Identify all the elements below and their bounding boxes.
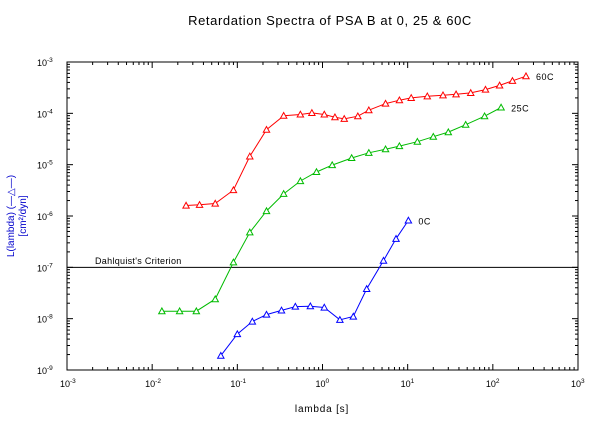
data-point-60c — [320, 110, 329, 118]
data-point-25c — [279, 189, 288, 197]
x-axis-tick-labels: 10-3 10-2 10-1 100 101 102 103 — [60, 378, 585, 389]
data-point-25c — [245, 228, 254, 236]
y-tick-label: 10-5 — [37, 160, 53, 171]
data-point-0c — [404, 216, 413, 224]
data-point-0c — [262, 310, 271, 318]
data-point-60c — [438, 91, 448, 99]
data-point-25c — [413, 137, 422, 145]
series-line-0c — [220, 220, 409, 357]
chart-title: Retardation Spectra of PSA B at 0, 25 & … — [188, 13, 472, 28]
y-axis-ticks — [67, 63, 578, 371]
x-tick-label: 100 — [316, 378, 330, 389]
data-point-0c — [391, 234, 401, 242]
data-point-60c — [279, 111, 288, 119]
data-point-60c — [395, 95, 404, 104]
data-point-25c — [211, 294, 220, 303]
data-point-60c — [330, 112, 339, 121]
y-axis-unit: [cm²/dyn] — [18, 195, 29, 236]
data-point-60c — [423, 92, 432, 100]
x-tick-label: 101 — [401, 378, 415, 389]
data-point-60c — [211, 199, 220, 207]
data-point-25c — [157, 306, 166, 315]
data-point-0c — [379, 256, 388, 264]
series-label-60c: 60C — [536, 72, 554, 82]
data-point-0c — [320, 303, 329, 311]
x-tick-label: 10-1 — [230, 378, 246, 389]
data-point-60c — [508, 76, 517, 84]
series-label-0c: 0C — [418, 216, 431, 226]
data-point-60c — [307, 108, 316, 116]
x-axis-ticks — [66, 62, 575, 370]
data-point-60c — [407, 93, 416, 101]
data-point-60c — [521, 71, 531, 80]
data-point-25c — [296, 176, 305, 185]
dahlquist-criterion-label: Dahlquist's Criterion — [95, 256, 182, 266]
series-layer: 60C 25C 0C — [157, 71, 554, 359]
data-point-0c — [349, 312, 358, 320]
data-point-25c — [497, 103, 506, 111]
data-point-60c — [381, 99, 390, 107]
x-axis-label: lambda [s] — [295, 404, 349, 415]
y-axis-label: L(lambda) (—△—) — [6, 175, 17, 257]
data-point-60c — [364, 105, 373, 114]
data-point-25c — [429, 132, 438, 140]
data-point-60c — [452, 90, 461, 98]
data-point-25c — [364, 148, 373, 156]
data-point-60c — [495, 81, 504, 89]
data-point-60c — [195, 200, 204, 208]
data-point-25c — [381, 144, 390, 153]
x-tick-label: 10-3 — [60, 378, 76, 389]
data-point-60c — [481, 85, 490, 93]
data-point-0c — [306, 301, 315, 310]
y-tick-label: 10-9 — [37, 365, 53, 376]
data-point-0c — [233, 329, 242, 338]
series-0c: 0C — [216, 216, 431, 359]
x-tick-label: 102 — [486, 378, 500, 389]
data-point-25c — [229, 258, 238, 266]
data-point-60c — [262, 125, 271, 133]
data-point-25c — [347, 153, 356, 162]
data-point-25c — [192, 306, 201, 315]
data-point-25c — [262, 206, 271, 215]
data-point-60c — [340, 114, 349, 122]
data-point-60c — [182, 201, 191, 209]
data-point-25c — [395, 141, 404, 150]
data-point-60c — [229, 185, 238, 194]
x-tick-label: 10-2 — [145, 378, 161, 389]
series-60c: 60C — [182, 71, 554, 209]
y-tick-label: 10-3 — [37, 57, 53, 68]
series-label-25c: 25C — [511, 103, 529, 113]
data-point-60c — [296, 110, 305, 118]
data-point-60c — [245, 152, 254, 160]
y-tick-label: 10-4 — [37, 108, 53, 119]
data-point-25c — [328, 160, 337, 169]
data-point-60c — [466, 88, 475, 96]
data-point-0c — [248, 317, 257, 325]
data-point-0c — [277, 306, 286, 314]
data-point-60c — [353, 111, 362, 120]
data-point-25c — [480, 111, 489, 120]
data-point-25c — [175, 306, 184, 315]
x-tick-label: 103 — [571, 378, 585, 389]
y-tick-label: 10-8 — [37, 314, 53, 325]
y-tick-label: 10-6 — [37, 211, 53, 222]
y-axis-tick-labels: 10-9 10-8 10-7 10-6 10-5 10-4 10-3 — [37, 57, 53, 376]
data-point-25c — [461, 120, 470, 128]
data-point-0c — [362, 284, 371, 292]
data-point-25c — [312, 167, 321, 176]
data-point-0c — [291, 302, 300, 310]
data-point-0c — [216, 351, 225, 359]
y-tick-label: 10-7 — [37, 262, 53, 273]
data-point-25c — [444, 127, 453, 136]
series-25c: 25C — [157, 103, 529, 315]
data-point-0c — [335, 315, 344, 323]
